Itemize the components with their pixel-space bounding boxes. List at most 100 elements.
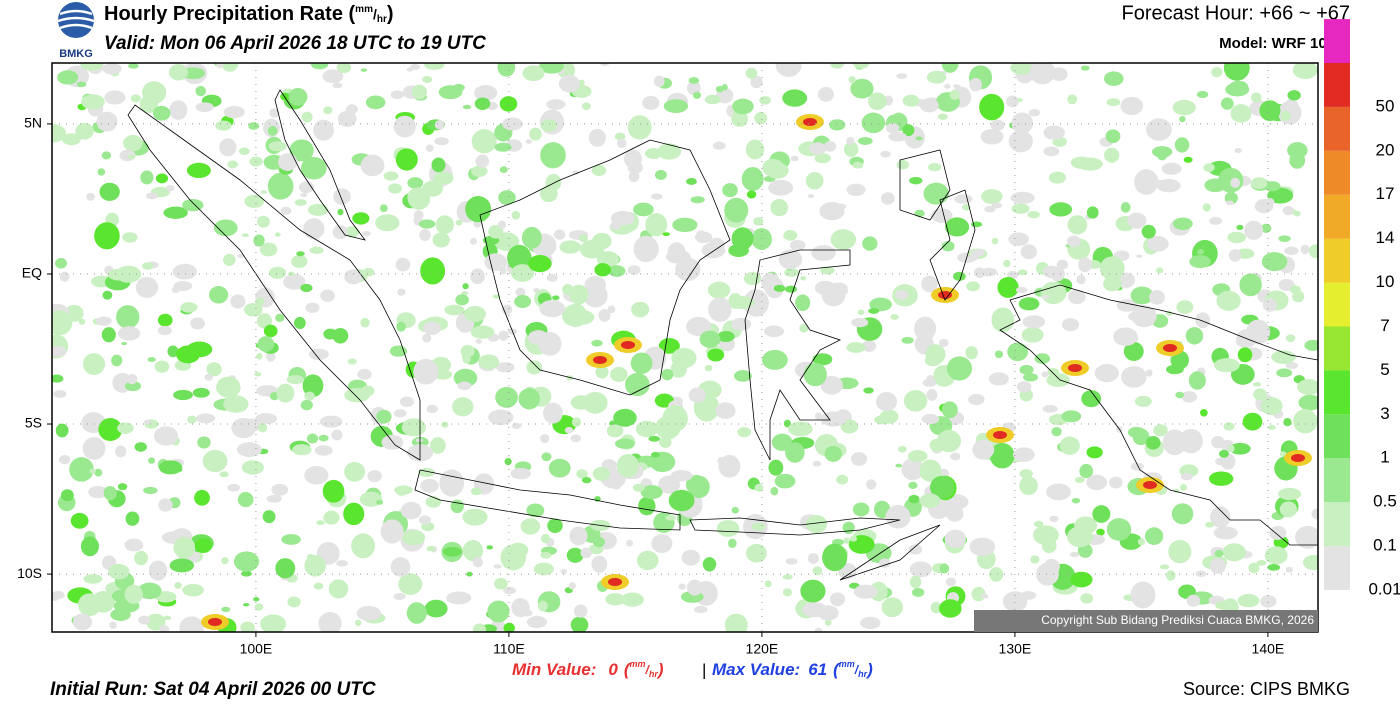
rain-patch — [1019, 364, 1034, 375]
rain-patch — [1202, 203, 1211, 212]
rain-patch — [1079, 463, 1094, 479]
rain-patch — [471, 129, 497, 154]
rain-patch — [301, 111, 313, 123]
rain-patch — [1043, 558, 1060, 575]
rain-patch — [1162, 429, 1187, 456]
rain-patch — [360, 317, 370, 328]
rain-patch — [407, 177, 424, 189]
rain-patch — [670, 470, 693, 482]
rain-patch — [990, 119, 1005, 131]
rain-patch — [1228, 249, 1242, 262]
rain-core — [208, 618, 222, 626]
rain-patch — [984, 205, 996, 213]
rain-patch — [661, 369, 674, 381]
rain-patch — [126, 374, 138, 385]
x-tick-label: 100E — [240, 641, 273, 657]
rain-patch — [115, 445, 127, 458]
rain-patch — [627, 161, 643, 174]
rain-patch — [260, 190, 268, 194]
rain-patch — [256, 313, 272, 329]
rain-patch — [778, 249, 803, 270]
rain-patch — [908, 494, 920, 504]
rain-patch — [1229, 442, 1251, 455]
rain-patch — [98, 418, 123, 441]
rain-patch — [886, 123, 900, 134]
rain-patch — [413, 358, 439, 385]
rain-patch — [782, 588, 792, 597]
colorbar-label: 7 — [1380, 316, 1389, 335]
rain-patch — [878, 558, 891, 568]
rain-patch — [579, 239, 605, 259]
rain-patch — [1171, 503, 1194, 525]
rain-patch — [88, 486, 108, 499]
rain-patch — [379, 204, 388, 213]
rain-patch — [1105, 129, 1121, 144]
rain-patch — [130, 94, 141, 103]
rain-patch — [1289, 285, 1301, 295]
rain-patch — [256, 353, 263, 360]
rain-patch — [1213, 526, 1238, 540]
rain-patch — [836, 474, 849, 485]
rain-patch — [122, 232, 138, 243]
rain-patch — [434, 137, 449, 146]
rain-patch — [1260, 397, 1283, 416]
rain-patch — [830, 63, 844, 69]
rain-patch — [96, 111, 118, 132]
colorbar-label: 0.01 — [1368, 579, 1400, 598]
rain-patch — [1297, 379, 1318, 395]
rain-patch — [903, 390, 928, 412]
rain-patch — [1175, 391, 1185, 399]
rain-patch — [497, 220, 507, 230]
rain-patch — [1130, 462, 1144, 471]
rain-patch — [498, 330, 509, 341]
rain-patch — [857, 309, 865, 316]
rain-patch — [591, 339, 603, 347]
rain-patch — [1120, 274, 1134, 285]
rain-core — [593, 356, 607, 364]
rain-patch — [788, 421, 813, 437]
rain-patch — [615, 438, 635, 449]
rain-patch — [926, 388, 938, 401]
rain-patch — [552, 295, 560, 301]
rain-patch — [814, 627, 823, 632]
rain-patch — [630, 352, 653, 374]
rain-patch — [292, 444, 312, 456]
rain-patch — [59, 454, 71, 465]
rain-patch — [1077, 157, 1103, 171]
rain-patch — [848, 76, 856, 84]
rain-patch — [941, 401, 958, 419]
rain-patch — [659, 436, 672, 448]
rain-patch — [686, 178, 697, 185]
rain-patch — [537, 600, 548, 612]
rain-patch — [475, 154, 490, 168]
rain-patch — [1010, 191, 1035, 205]
rain-patch — [1298, 394, 1318, 411]
rain-patch — [388, 183, 402, 194]
rain-patch — [425, 144, 434, 152]
rain-patch — [1239, 273, 1262, 297]
rain-patch — [902, 124, 915, 137]
rain-patch — [55, 423, 69, 438]
rain-patch — [614, 132, 626, 141]
rain-patch — [553, 229, 566, 240]
colorbar-box — [1324, 502, 1350, 547]
rain-patch — [1185, 327, 1204, 345]
rain-patch — [1260, 223, 1272, 233]
rain-patch — [440, 421, 449, 428]
rain-patch — [313, 582, 324, 590]
rain-patch — [681, 549, 701, 566]
rain-patch — [807, 553, 819, 564]
rain-patch — [422, 321, 442, 335]
rain-patch — [515, 287, 526, 297]
rain-patch — [620, 592, 644, 607]
rain-patch — [268, 141, 287, 152]
rain-patch — [503, 622, 515, 632]
rain-patch — [1218, 449, 1229, 458]
rain-patch — [322, 292, 331, 302]
rain-patch — [820, 375, 843, 395]
rain-patch — [420, 257, 446, 285]
rain-patch — [1016, 381, 1032, 393]
rain-patch — [1284, 246, 1299, 255]
rain-patch — [265, 351, 276, 362]
